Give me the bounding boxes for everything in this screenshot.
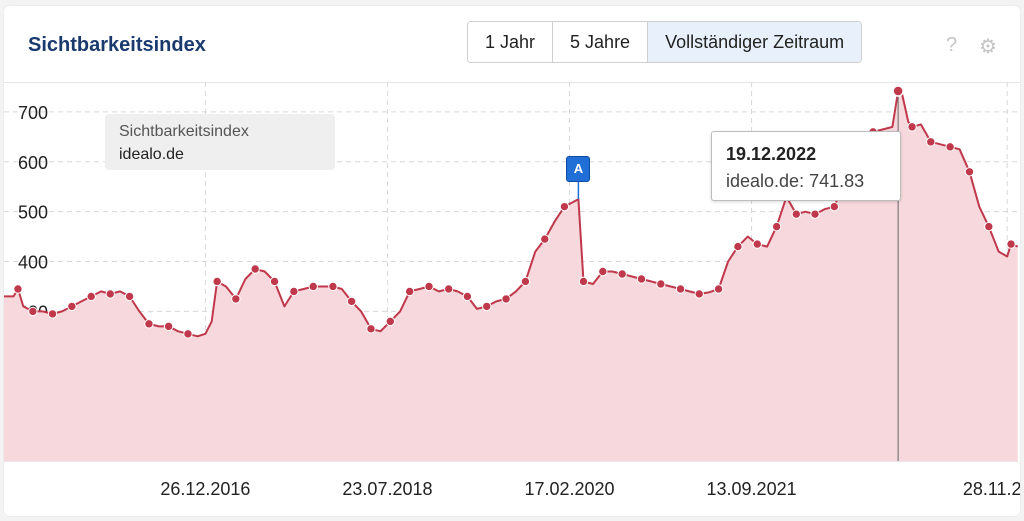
data-point [269, 276, 280, 287]
data-point [656, 279, 666, 289]
data-point [28, 306, 38, 317]
data-point [617, 269, 627, 279]
y-tick-label: 700 [18, 103, 48, 123]
x-tick-label: 28.11.2023 [963, 479, 1020, 499]
data-point [713, 284, 724, 294]
data-point [124, 291, 135, 302]
legend-domain: idealo.de [119, 146, 184, 163]
data-point [482, 301, 492, 312]
y-tick-label: 600 [18, 153, 48, 173]
data-point [308, 281, 318, 292]
data-point [771, 221, 782, 232]
data-point [163, 321, 174, 332]
card-header: Sichtbarkeitsindex 1 Jahr 5 Jahre Vollst… [4, 6, 1020, 83]
data-point [212, 276, 222, 287]
chart-tooltip: 19.12.2022 idealo.de: 741.83 [711, 131, 901, 201]
data-point [346, 296, 357, 307]
data-point [964, 167, 975, 177]
chart-legend: Sichtbarkeitsindex idealo.de [105, 114, 335, 170]
x-tick-label: 13.09.2021 [707, 479, 797, 499]
data-point [250, 264, 260, 274]
data-point [183, 329, 193, 339]
series-area [4, 91, 1018, 461]
data-point [926, 137, 936, 147]
data-point [907, 122, 917, 132]
x-tick-label: 23.07.2018 [342, 479, 432, 499]
data-point [1006, 239, 1016, 249]
data-point [791, 209, 801, 219]
card-title: Sichtbarkeitsindex [28, 34, 206, 56]
data-point [443, 284, 454, 294]
x-tick-label: 26.12.2016 [160, 479, 250, 499]
data-point [501, 294, 511, 304]
data-point [945, 142, 955, 152]
data-point [86, 291, 96, 302]
data-point [520, 276, 531, 287]
tooltip-date: 19.12.2022 [726, 144, 817, 164]
data-point [289, 286, 299, 297]
legend-metric: Sichtbarkeitsindex [119, 123, 249, 140]
data-point [366, 324, 376, 334]
data-point [13, 284, 23, 294]
range-1-year-button[interactable]: 1 Jahr [468, 22, 554, 62]
data-point [984, 221, 994, 232]
data-point [424, 281, 434, 292]
tooltip-value: idealo.de: 741.83 [726, 171, 865, 191]
data-point [47, 309, 58, 319]
data-point [404, 286, 415, 297]
data-point [733, 241, 743, 252]
visibility-card: Sichtbarkeitsindex 1 Jahr 5 Jahre Vollst… [4, 6, 1020, 516]
data-point [105, 289, 115, 299]
data-point [636, 274, 647, 284]
highlight-point [892, 85, 904, 97]
range-selector: 1 Jahr 5 Jahre Vollständiger Zeitraum [467, 21, 863, 63]
data-point [328, 281, 338, 292]
data-point [578, 276, 589, 287]
data-point [67, 301, 77, 312]
data-point [144, 319, 154, 329]
question-icon[interactable]: ? [946, 34, 958, 56]
data-point [752, 239, 762, 249]
y-tick-label: 400 [18, 253, 48, 273]
data-point [598, 266, 608, 277]
data-point [829, 201, 840, 212]
data-point [810, 209, 820, 219]
data-point [462, 291, 473, 302]
data-point [385, 316, 396, 327]
data-point [675, 284, 686, 294]
data-point [540, 234, 550, 244]
visibility-chart: 10020030040050060070026.12.201623.07.201… [4, 82, 1020, 499]
data-point [694, 289, 704, 299]
gear-icon[interactable]: ⚙ [979, 36, 997, 58]
range-full-period-button[interactable]: Vollständiger Zeitraum [648, 22, 862, 62]
data-point [231, 294, 241, 304]
y-tick-label: 500 [18, 203, 48, 223]
data-point [559, 201, 570, 212]
event-marker-a[interactable]: A [566, 156, 591, 182]
x-tick-label: 17.02.2020 [524, 479, 614, 499]
range-5-years-button[interactable]: 5 Jahre [553, 22, 649, 62]
